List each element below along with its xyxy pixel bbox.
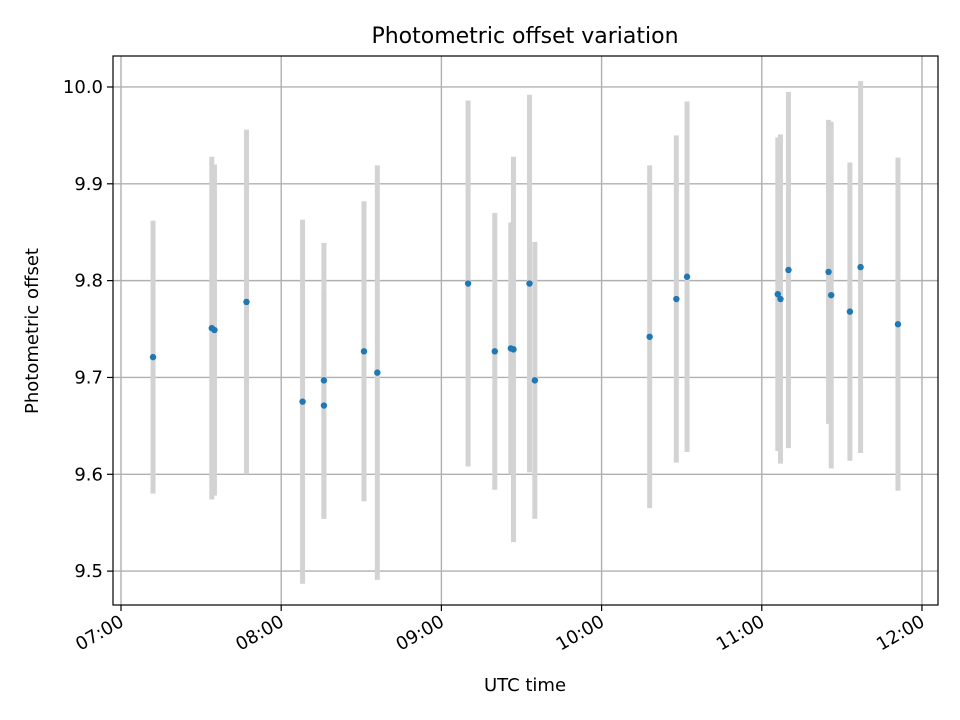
data-point [846, 308, 854, 315]
y-tick-label: 9.6 [74, 464, 103, 485]
x-tick-label: 11:00 [713, 611, 768, 655]
data-point [243, 298, 250, 306]
data-point [673, 295, 680, 303]
data-point [857, 263, 864, 271]
data-point [646, 333, 653, 340]
data-point [510, 346, 517, 353]
y-tick-label: 9.8 [74, 271, 103, 292]
data-point [785, 266, 792, 274]
data-point [320, 402, 328, 409]
x-axis-label: UTC time [484, 675, 566, 696]
data-point [825, 268, 832, 276]
data-point [531, 377, 539, 384]
y-axis-label: Photometric offset [22, 248, 43, 414]
data-point [526, 280, 533, 287]
data-points [149, 263, 902, 409]
data-point [464, 280, 472, 287]
data-point [828, 291, 835, 299]
data-point [320, 377, 328, 384]
y-tick-label: 9.9 [74, 174, 103, 195]
x-tick-label: 10:00 [553, 611, 608, 655]
data-point [360, 348, 368, 355]
grid [113, 56, 938, 605]
data-point [149, 353, 157, 361]
data-point [211, 326, 218, 334]
data-point [777, 295, 784, 303]
chart-title: Photometric offset variation [371, 24, 678, 49]
y-tick-label: 9.7 [74, 367, 103, 388]
y-tick-label: 9.5 [74, 561, 103, 582]
plot-frame [112, 55, 939, 606]
error-bars [150, 81, 901, 584]
data-point [894, 321, 902, 328]
x-tick-label: 08:00 [232, 611, 287, 655]
y-tick-label: 10.0 [63, 77, 103, 98]
data-point [299, 398, 306, 405]
x-tick-label: 09:00 [392, 611, 447, 655]
data-point [683, 273, 691, 280]
x-tick-label: 12:00 [873, 611, 928, 655]
data-point [491, 348, 498, 355]
x-tick-label: 07:00 [72, 611, 127, 655]
data-point [774, 290, 782, 298]
data-point [374, 369, 381, 376]
